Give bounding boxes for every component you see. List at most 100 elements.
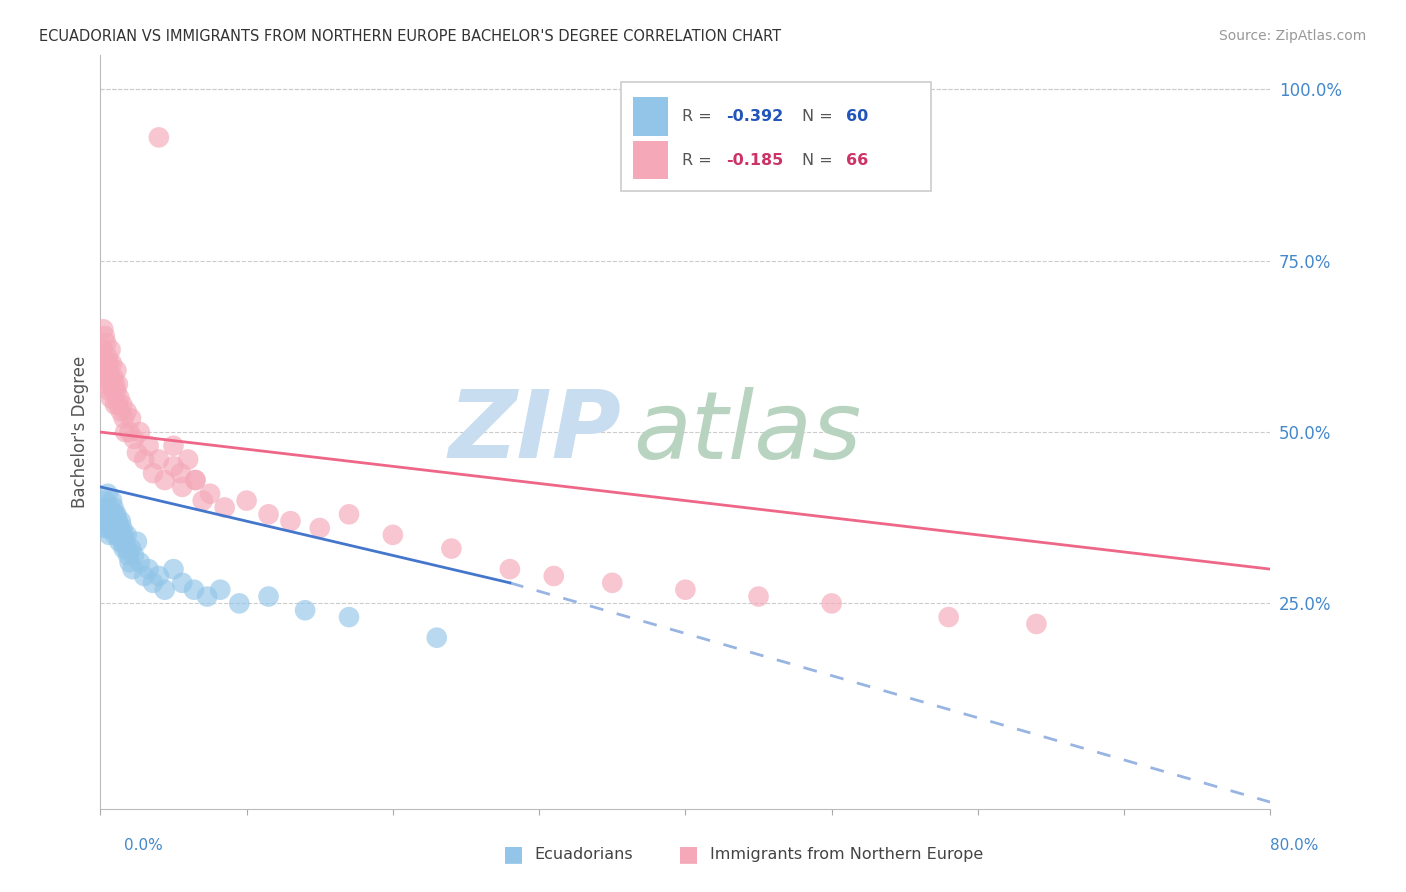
- Point: [97, 363, 120, 377]
- Point: [214, 500, 236, 515]
- Point: [107, 398, 129, 412]
- Point: [172, 575, 194, 590]
- FancyBboxPatch shape: [633, 97, 668, 136]
- Point: [107, 377, 129, 392]
- Point: [1025, 617, 1047, 632]
- Point: [381, 528, 404, 542]
- Point: [105, 384, 128, 398]
- Point: [107, 528, 129, 542]
- Point: [148, 569, 170, 583]
- Point: [162, 459, 184, 474]
- Point: [938, 610, 960, 624]
- Text: Source: ZipAtlas.com: Source: ZipAtlas.com: [1219, 29, 1367, 43]
- Text: N =: N =: [803, 109, 838, 124]
- Point: [122, 432, 145, 446]
- Point: [170, 466, 193, 480]
- Point: [118, 555, 141, 569]
- Point: [195, 590, 218, 604]
- Point: [101, 521, 124, 535]
- Point: [93, 521, 115, 535]
- Point: [100, 370, 122, 384]
- Point: [153, 582, 176, 597]
- Point: [110, 528, 132, 542]
- Text: 0.0%: 0.0%: [124, 838, 163, 853]
- Point: [110, 514, 132, 528]
- Point: [162, 439, 184, 453]
- Point: [103, 514, 125, 528]
- Point: [235, 493, 257, 508]
- Point: [100, 508, 122, 522]
- Point: [543, 569, 565, 583]
- Point: [108, 534, 131, 549]
- Point: [134, 569, 156, 583]
- Point: [280, 514, 302, 528]
- Point: [228, 596, 250, 610]
- Point: [93, 493, 115, 508]
- Point: [142, 466, 165, 480]
- Point: [105, 363, 128, 377]
- Point: [105, 508, 128, 522]
- Text: R =: R =: [682, 153, 717, 168]
- Point: [120, 411, 142, 425]
- Point: [162, 562, 184, 576]
- Point: [104, 377, 127, 392]
- Point: [101, 377, 124, 392]
- Point: [97, 487, 120, 501]
- Point: [257, 590, 280, 604]
- Point: [499, 562, 522, 576]
- Point: [108, 391, 131, 405]
- Point: [112, 541, 135, 556]
- Point: [134, 452, 156, 467]
- Point: [101, 493, 124, 508]
- Point: [91, 343, 114, 357]
- Point: [125, 445, 148, 459]
- Point: [97, 350, 120, 364]
- Point: [104, 514, 127, 528]
- Text: 66: 66: [845, 153, 868, 168]
- Point: [118, 425, 141, 439]
- Point: [114, 534, 136, 549]
- Text: 80.0%: 80.0%: [1271, 838, 1319, 853]
- Point: [117, 549, 139, 563]
- Text: -0.185: -0.185: [727, 153, 783, 168]
- Point: [96, 336, 118, 351]
- Point: [104, 508, 127, 522]
- Point: [103, 370, 125, 384]
- Point: [183, 582, 205, 597]
- Point: [257, 508, 280, 522]
- Point: [115, 541, 138, 556]
- Point: [111, 398, 134, 412]
- Point: [110, 404, 132, 418]
- Point: [96, 514, 118, 528]
- Point: [107, 521, 129, 535]
- Point: [125, 534, 148, 549]
- Point: [191, 493, 214, 508]
- Point: [440, 541, 463, 556]
- Point: [98, 357, 121, 371]
- Text: R =: R =: [682, 109, 717, 124]
- Point: [104, 398, 127, 412]
- Point: [101, 508, 124, 522]
- Point: [184, 473, 207, 487]
- Point: [184, 473, 207, 487]
- Point: [128, 425, 150, 439]
- Point: [107, 514, 129, 528]
- Text: Immigrants from Northern Europe: Immigrants from Northern Europe: [710, 847, 983, 862]
- Point: [177, 452, 200, 467]
- Point: [91, 508, 114, 522]
- Point: [172, 480, 194, 494]
- Point: [93, 329, 115, 343]
- Point: [115, 404, 138, 418]
- Point: [337, 508, 360, 522]
- Point: [93, 370, 115, 384]
- Point: [673, 582, 696, 597]
- Point: [111, 534, 134, 549]
- Point: [98, 500, 121, 515]
- Text: Ecuadorians: Ecuadorians: [534, 847, 633, 862]
- Y-axis label: Bachelor's Degree: Bachelor's Degree: [72, 356, 89, 508]
- Point: [148, 130, 170, 145]
- Text: ZIP: ZIP: [449, 386, 621, 478]
- Point: [114, 425, 136, 439]
- Point: [103, 521, 125, 535]
- Point: [121, 562, 143, 576]
